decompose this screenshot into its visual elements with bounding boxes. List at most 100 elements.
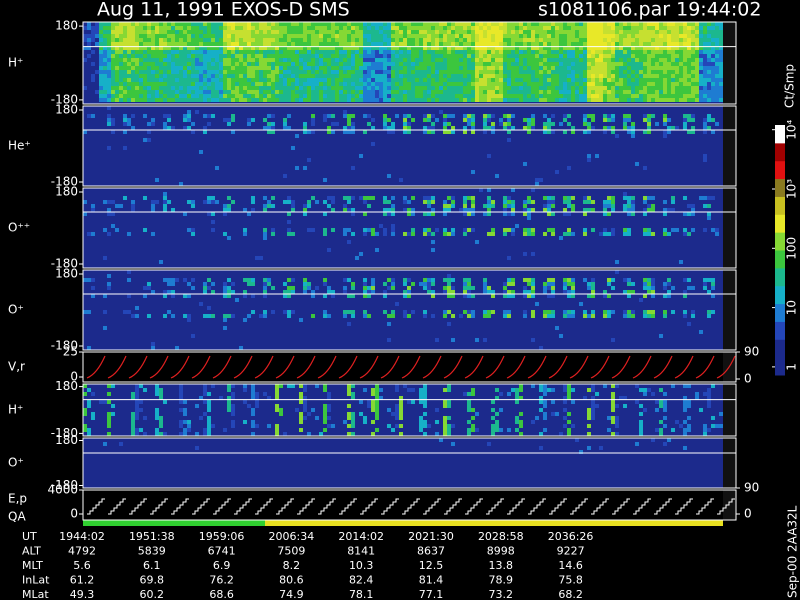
- spectrogram-cell: [203, 412, 207, 416]
- spectrogram-cell: [663, 54, 667, 58]
- spectrogram-cell: [571, 314, 575, 318]
- spectrogram-cell: [263, 30, 267, 34]
- spectrogram-cell: [691, 114, 695, 118]
- spectrogram-cell: [631, 204, 635, 208]
- spectrogram-cell: [363, 82, 367, 86]
- spectrogram-cell: [719, 50, 723, 54]
- spectrogram-cell: [391, 86, 395, 90]
- spectrogram-cell: [503, 232, 507, 236]
- spectrogram-cell: [707, 118, 711, 122]
- spectrogram-cell: [187, 228, 191, 232]
- spectrogram-cell: [543, 42, 547, 46]
- spectrogram-cell: [499, 26, 503, 30]
- spectrogram-cell: [175, 82, 179, 86]
- spectrogram-cell: [403, 58, 407, 62]
- spectrogram-cell: [531, 78, 535, 82]
- spectrogram-cell: [347, 118, 351, 122]
- spectrogram-cell: [407, 400, 411, 404]
- spectrogram-cell: [399, 412, 403, 416]
- spectrogram-cell: [631, 90, 635, 94]
- spectrogram-cell: [471, 22, 475, 26]
- spectrogram-cell: [635, 384, 639, 388]
- spectrogram-cell: [343, 204, 347, 208]
- spectrogram-cell: [263, 232, 267, 236]
- spectrogram-cell: [351, 78, 355, 82]
- spectrogram-cell: [443, 400, 447, 404]
- panel-edge: [723, 188, 736, 268]
- spectrogram-cell: [635, 442, 639, 446]
- spectrogram-cell: [715, 82, 719, 86]
- spectrogram-cell: [539, 70, 543, 74]
- spectrogram-cell: [183, 74, 187, 78]
- spectrogram-cell: [623, 62, 627, 66]
- spectrogram-cell: [331, 196, 335, 200]
- spectrogram-cell: [599, 78, 603, 82]
- spectrogram-cell: [207, 392, 211, 396]
- spectrogram-cell: [311, 290, 315, 294]
- spectrogram-cell: [435, 338, 439, 342]
- spectrogram-cell: [559, 22, 563, 26]
- spectrogram-cell: [427, 34, 431, 38]
- spectrogram-cell: [491, 204, 495, 208]
- spectrogram-cell: [131, 30, 135, 34]
- spectrogram-cell: [179, 30, 183, 34]
- spectrogram-cell: [179, 50, 183, 54]
- spectrogram-cell: [383, 22, 387, 26]
- spectrogram-cell: [407, 42, 411, 46]
- spectrogram-cell: [647, 118, 651, 122]
- spectrogram-cell: [559, 34, 563, 38]
- spectrogram-cell: [231, 396, 235, 400]
- spectrogram-cell: [663, 90, 667, 94]
- spectrogram-cell: [407, 50, 411, 54]
- spectrogram-cell: [579, 58, 583, 62]
- spectrogram-cell: [351, 46, 355, 50]
- spectrogram-cell: [247, 34, 251, 38]
- spectrogram-cell: [471, 74, 475, 78]
- spectrogram-cell: [179, 78, 183, 82]
- spectrogram-cell: [163, 50, 167, 54]
- spectrogram-cell: [483, 114, 487, 118]
- spectrogram-cell: [215, 46, 219, 50]
- spectrogram-cell: [95, 70, 99, 74]
- spectrogram-cell: [583, 66, 587, 70]
- spectrogram-cell: [491, 294, 495, 298]
- spectrogram-cell: [207, 38, 211, 42]
- spectrogram-cell: [551, 30, 555, 34]
- spectrogram-cell: [611, 94, 615, 98]
- spectrogram-cell: [227, 34, 231, 38]
- spectrogram-cell: [707, 62, 711, 66]
- spectrogram-cell: [463, 290, 467, 294]
- spectrogram-cell: [531, 70, 535, 74]
- spectrogram-cell: [435, 432, 439, 436]
- spectrogram-cell: [531, 384, 535, 388]
- spectrogram-cell: [703, 424, 707, 428]
- spectrogram-cell: [167, 282, 171, 286]
- spectrogram-cell: [619, 30, 623, 34]
- spectrogram-cell: [615, 42, 619, 46]
- spectrogram-cell: [291, 384, 295, 388]
- spectrogram-cell: [107, 282, 111, 286]
- velocity-trace: [86, 355, 736, 379]
- spectrogram-cell: [347, 200, 351, 204]
- spectrogram-cell: [223, 74, 227, 78]
- spectrogram-cell: [247, 62, 251, 66]
- spectrogram-cell: [399, 26, 403, 30]
- spectrogram-cell: [635, 42, 639, 46]
- spectrogram-cell: [427, 66, 431, 70]
- spectrogram-cell: [683, 54, 687, 58]
- spectrogram-cell: [163, 74, 167, 78]
- spectrogram-cell: [583, 86, 587, 90]
- spectrogram-cell: [715, 34, 719, 38]
- spectrogram-cell: [595, 30, 599, 34]
- spectrogram-cell: [139, 54, 143, 58]
- spectrogram-cell: [691, 90, 695, 94]
- spectrogram-cell: [207, 50, 211, 54]
- spectrogram-cell: [315, 50, 319, 54]
- spectrogram-cell: [271, 62, 275, 66]
- spectrogram-cell: [663, 122, 667, 126]
- spectrogram-cell: [99, 74, 103, 78]
- spectrogram-cell: [571, 294, 575, 298]
- spectrogram-cell: [171, 42, 175, 46]
- spectrogram-cell: [519, 30, 523, 34]
- spectrogram-cell: [491, 78, 495, 82]
